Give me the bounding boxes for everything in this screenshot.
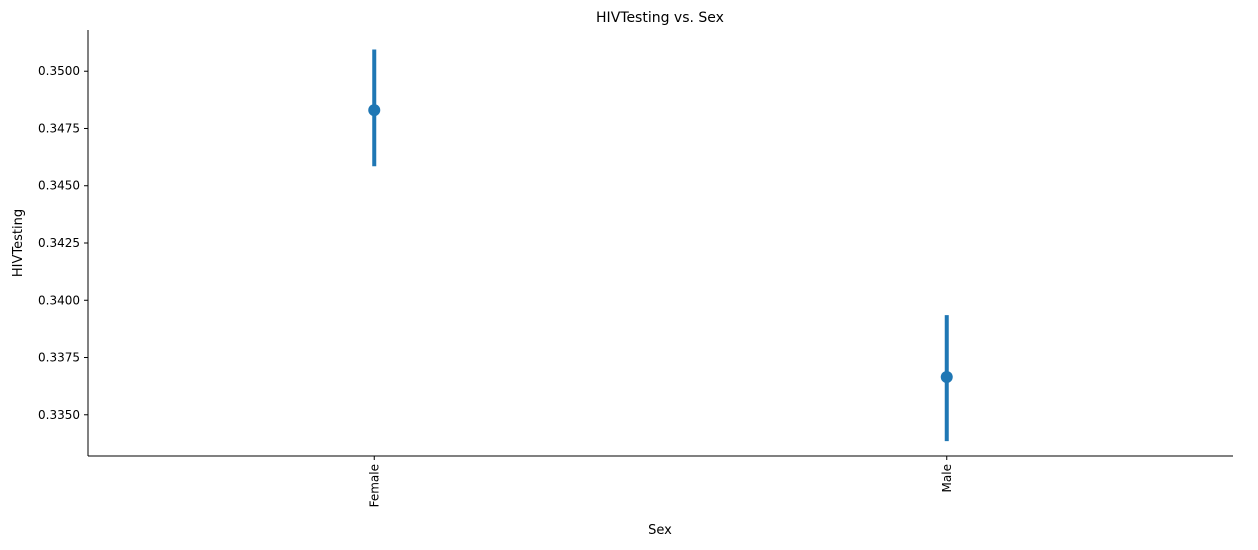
y-tick-label: 0.3500 <box>38 64 80 78</box>
y-tick-label: 0.3425 <box>38 236 80 250</box>
y-tick-label: 0.3450 <box>38 179 80 193</box>
y-axis-label: HIVTesting <box>11 209 26 277</box>
y-tick-label: 0.3400 <box>38 293 80 307</box>
plot-area <box>368 49 953 442</box>
x-axis-label: Sex <box>648 523 672 538</box>
chart-title: HIVTesting vs. Sex <box>596 10 724 26</box>
y-tick-label: 0.3350 <box>38 408 80 422</box>
x-axis-ticks: Female Male <box>367 456 954 507</box>
point-female <box>368 104 381 117</box>
x-tick-label: Male <box>940 464 954 492</box>
x-tick-label: Female <box>367 464 381 507</box>
point-male <box>940 370 953 383</box>
y-axis-ticks: 0.3350 0.3375 0.3400 0.3425 0.3450 0.3475 0.35… <box>38 64 88 422</box>
y-tick-label: 0.3375 <box>38 351 80 365</box>
y-tick-label: 0.3475 <box>38 121 80 135</box>
